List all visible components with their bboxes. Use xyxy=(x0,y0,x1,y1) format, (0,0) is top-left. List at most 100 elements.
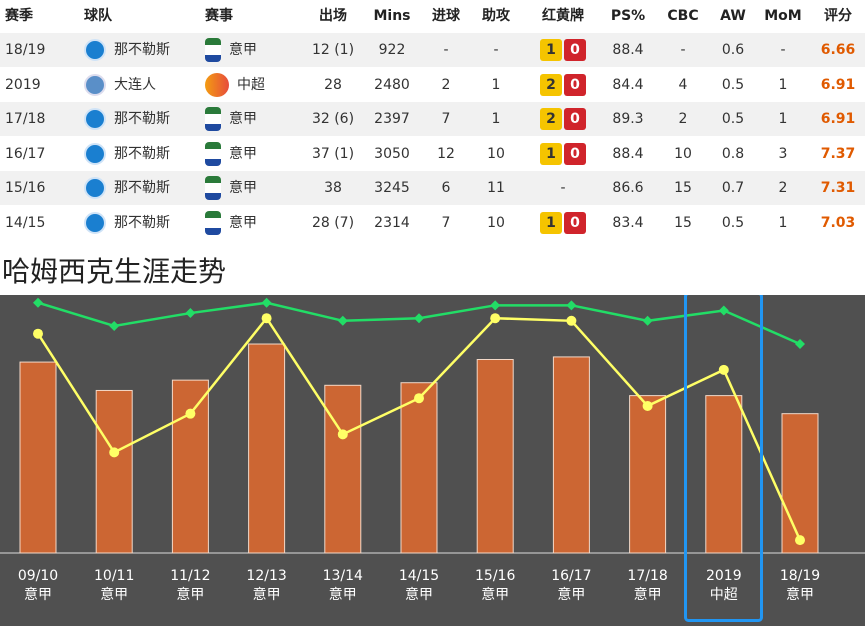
table-row: 2019 大连人 中超 28 2480 2 1 2 0 84.4 4 0.5 1 6.91 xyxy=(0,67,865,102)
line-point xyxy=(718,305,729,316)
x-tick-label: 13/14 xyxy=(323,568,363,584)
league-logo xyxy=(205,210,221,235)
x-tick-sublabel: 意甲 xyxy=(557,586,585,603)
header-cell: PS% xyxy=(610,8,646,24)
bar xyxy=(171,379,209,554)
stat-cell: 10 xyxy=(487,214,505,231)
stat-cell: 28 (7) xyxy=(311,214,355,231)
bar xyxy=(552,356,590,554)
stat-cell: 0.5 xyxy=(721,76,745,93)
x-tick-sublabel: 意甲 xyxy=(176,586,204,603)
stat-cell: 14/15 xyxy=(5,214,46,231)
yellow-card: 1 xyxy=(540,211,562,234)
bar xyxy=(781,413,819,554)
header-cell: 赛事 xyxy=(205,8,233,24)
x-tick-sublabel: 中超 xyxy=(710,587,738,603)
yellow-card: 1 xyxy=(540,39,562,61)
stat-cell: 11 xyxy=(487,180,505,196)
stat-cell: 37 (1) xyxy=(311,145,355,162)
stat-cell: 83.4 xyxy=(612,214,644,231)
stat-cell: 2 xyxy=(678,111,688,127)
line-point xyxy=(337,429,348,440)
table-row: 15/16 那不勒斯 意甲 38 3245 6 11 - 86.6 15 0.7 2 7.31 xyxy=(0,171,865,205)
team-name: 那不勒斯 xyxy=(114,145,170,162)
team-cell: 那不勒斯 xyxy=(84,137,170,171)
league-cell: 意甲 xyxy=(205,33,257,67)
stat-cell: 4 xyxy=(678,76,688,93)
table-row: 14/15 那不勒斯 意甲 28 (7) 2314 7 10 1 0 83.4 15 0.5 1 7.03 xyxy=(0,205,865,240)
stat-cell: 922 xyxy=(378,42,406,58)
rating: 7.31 xyxy=(820,180,856,196)
stat-cell: 2 xyxy=(441,76,451,93)
league-cell: 意甲 xyxy=(205,137,257,171)
stat-cell: 86.6 xyxy=(612,180,644,196)
stat-cell: 0.5 xyxy=(721,111,745,127)
rating: 6.91 xyxy=(820,76,856,93)
x-tick-label: 11/12 xyxy=(170,568,210,584)
stat-cell: - xyxy=(680,42,686,58)
line-point xyxy=(795,339,805,350)
stat-cell: 2397 xyxy=(374,111,410,127)
stat-cell: 0.7 xyxy=(721,180,745,196)
team-name: 大连人 xyxy=(114,76,156,93)
header-cell: 评分 xyxy=(824,8,852,24)
team-cell: 那不勒斯 xyxy=(84,33,170,67)
line-point xyxy=(718,364,729,375)
line-point xyxy=(33,297,43,308)
chart: 09/10 意甲 10/11 意甲 11/12 意甲 12/13 意甲 13/14 意甲 14/15… xyxy=(0,295,865,626)
line-point xyxy=(566,300,577,311)
table-row: 16/17 那不勒斯 意甲 37 (1) 3050 12 10 1 0 88.4 10 0.8 3 7.3… xyxy=(0,136,865,171)
line-point xyxy=(337,315,348,326)
team-name: 那不勒斯 xyxy=(114,214,170,231)
x-tick-label: 12/13 xyxy=(246,568,286,584)
league-cell: 中超 xyxy=(205,68,265,102)
stat-cell: 12 xyxy=(437,145,455,162)
red-card: 0 xyxy=(564,39,586,61)
line-point xyxy=(414,313,424,324)
league-name: 意甲 xyxy=(229,214,257,231)
league-name: 意甲 xyxy=(229,145,257,162)
x-tick-sublabel: 意甲 xyxy=(100,586,128,603)
highlight-box xyxy=(684,295,763,622)
league-logo xyxy=(205,107,221,131)
league-cell: 意甲 xyxy=(205,206,257,240)
bar xyxy=(400,382,438,554)
league-logo xyxy=(205,176,221,200)
line-point xyxy=(642,315,653,326)
stat-cell: 2314 xyxy=(374,214,410,231)
cards-cell: - xyxy=(523,171,603,205)
stat-cell: 6 xyxy=(441,180,451,196)
team-logo xyxy=(84,108,106,130)
stat-cell: 2480 xyxy=(374,76,410,93)
stat-cell: 3245 xyxy=(374,180,410,196)
team-name: 那不勒斯 xyxy=(114,111,170,127)
stat-cell: 15 xyxy=(674,180,692,196)
header-cell: 赛季 xyxy=(5,8,33,24)
x-tick-sublabel: 意甲 xyxy=(634,586,662,603)
stat-cell: 7 xyxy=(441,214,451,231)
bar xyxy=(95,389,133,554)
stat-cell: 88.4 xyxy=(612,42,644,58)
stat-cell: 84.4 xyxy=(612,76,644,93)
red-card: 0 xyxy=(564,108,586,130)
team-name: 那不勒斯 xyxy=(114,180,170,196)
line-point xyxy=(261,297,272,308)
league-cell: 意甲 xyxy=(205,171,257,205)
cards-text: - xyxy=(560,180,566,196)
team-logo xyxy=(84,142,106,165)
rating: 6.91 xyxy=(820,111,856,127)
line-point xyxy=(109,447,120,458)
line-point xyxy=(642,400,653,411)
bar xyxy=(705,395,743,554)
stat-cell: 32 (6) xyxy=(311,111,355,127)
bar xyxy=(629,395,667,554)
bar xyxy=(248,343,286,554)
stat-cell: 12 (1) xyxy=(311,42,355,58)
stat-cell: 28 xyxy=(324,76,342,93)
league-name: 中超 xyxy=(237,76,265,93)
line-point xyxy=(795,535,805,546)
